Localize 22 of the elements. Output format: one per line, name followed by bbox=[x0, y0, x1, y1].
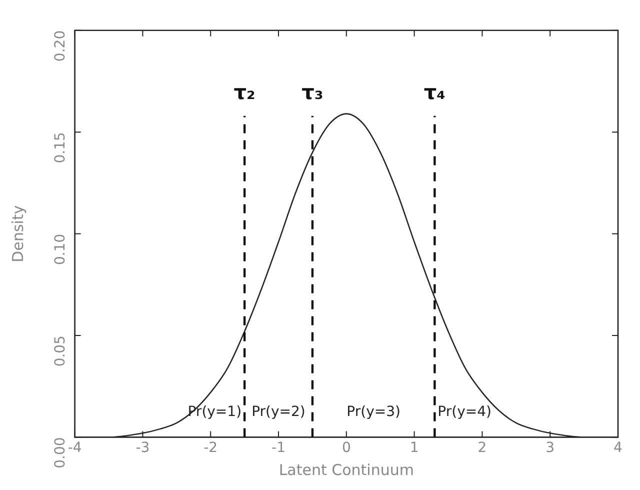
annotation: Pr(y=3) bbox=[346, 404, 400, 420]
x-tick-label: -4 bbox=[68, 440, 82, 456]
x-axis-title: Latent Continuum bbox=[278, 460, 414, 479]
x-tick-label: 2 bbox=[478, 440, 487, 456]
y-axis-title: Density bbox=[8, 205, 27, 262]
annotation: Pr(y=2) bbox=[252, 404, 306, 420]
x-tick-label: -1 bbox=[272, 440, 286, 456]
x-tick-label: 0 bbox=[342, 440, 351, 456]
x-tick-label: 1 bbox=[410, 440, 419, 456]
x-tick-label: -2 bbox=[204, 440, 218, 456]
ref-line-label: τ₄ bbox=[424, 80, 446, 104]
x-tick-label: 3 bbox=[546, 440, 555, 456]
ref-line-label: τ₃ bbox=[302, 80, 324, 104]
y-tick-label: 0.05 bbox=[52, 336, 68, 367]
y-tick-label: 0.00 bbox=[52, 437, 68, 468]
y-tick-label: 0.15 bbox=[52, 132, 68, 164]
annotation: Pr(y=4) bbox=[438, 404, 492, 420]
x-tick-label: -3 bbox=[136, 440, 150, 456]
x-tick-label: 4 bbox=[614, 440, 623, 456]
y-tick-label: 0.20 bbox=[52, 30, 68, 62]
ref-line-label: τ₂ bbox=[234, 80, 256, 104]
y-tick-label: 0.10 bbox=[52, 234, 68, 265]
